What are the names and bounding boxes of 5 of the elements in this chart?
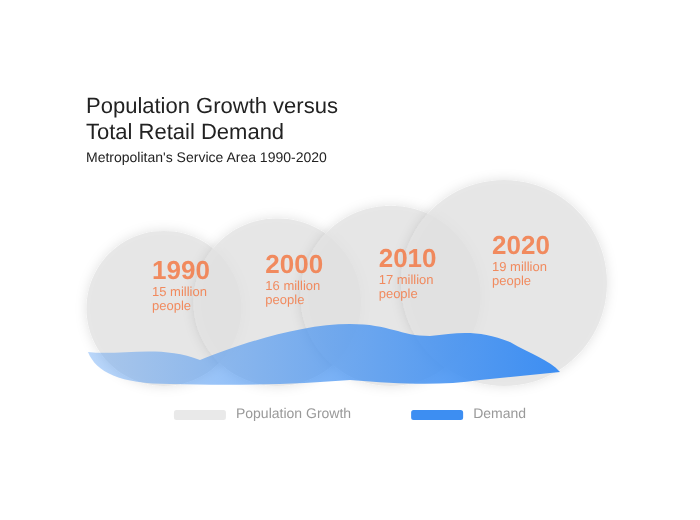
text: Population Growth versus Total Retail Demand	[86, 95, 339, 145]
category-label: 1990	[152, 255, 210, 286]
category-label: 2000	[265, 249, 324, 280]
category-label: 2020	[492, 230, 550, 260]
category-label: 2010	[378, 242, 437, 273]
